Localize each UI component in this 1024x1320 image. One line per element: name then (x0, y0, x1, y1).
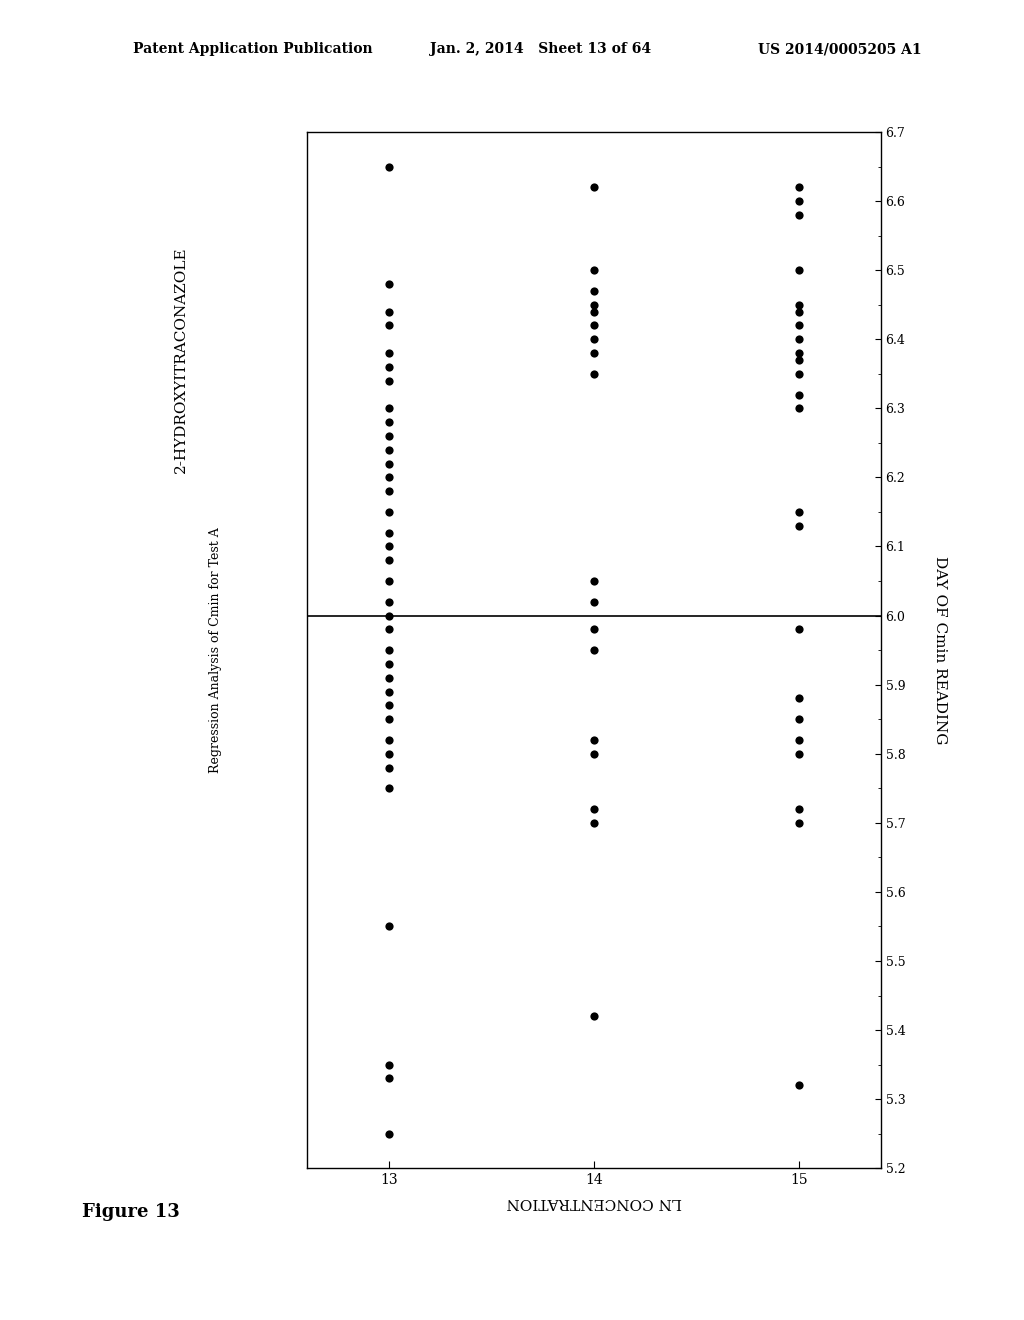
Point (791, 384, 807, 405)
Point (381, 730, 397, 751)
Point (381, 667, 397, 688)
Point (791, 205, 807, 226)
Point (381, 591, 397, 612)
Point (586, 301, 602, 322)
Point (586, 1006, 602, 1027)
Point (381, 467, 397, 488)
Point (381, 370, 397, 391)
Point (381, 356, 397, 378)
Point (586, 730, 602, 751)
Point (586, 315, 602, 337)
Point (381, 301, 397, 322)
Point (586, 329, 602, 350)
Point (381, 425, 397, 446)
Point (586, 294, 602, 315)
Point (791, 315, 807, 337)
Point (381, 681, 397, 702)
Point (791, 329, 807, 350)
Point (381, 619, 397, 640)
Y-axis label: DAY OF Cmin READING: DAY OF Cmin READING (933, 556, 947, 744)
Point (586, 619, 602, 640)
Point (381, 1068, 397, 1089)
X-axis label: LN CONCENTRATION: LN CONCENTRATION (506, 1196, 682, 1209)
Point (381, 536, 397, 557)
Point (381, 756, 397, 777)
Point (791, 1074, 807, 1096)
Point (791, 812, 807, 833)
Point (586, 799, 602, 820)
Point (586, 743, 602, 764)
Point (381, 480, 397, 502)
Point (586, 260, 602, 281)
Point (381, 412, 397, 433)
Point (381, 639, 397, 660)
Text: US 2014/0005205 A1: US 2014/0005205 A1 (758, 42, 922, 57)
Point (381, 453, 397, 474)
Point (791, 301, 807, 322)
Point (381, 342, 397, 363)
Point (791, 619, 807, 640)
Point (381, 315, 397, 337)
Point (381, 440, 397, 461)
Point (791, 363, 807, 384)
Point (791, 342, 807, 363)
Point (586, 639, 602, 660)
Point (791, 294, 807, 315)
Text: Jan. 2, 2014   Sheet 13 of 64: Jan. 2, 2014 Sheet 13 of 64 (430, 42, 651, 57)
Point (381, 694, 397, 715)
Point (791, 515, 807, 536)
Point (381, 777, 397, 799)
Point (381, 1123, 397, 1144)
Point (381, 605, 397, 626)
Point (586, 570, 602, 591)
Point (791, 350, 807, 371)
Point (791, 502, 807, 523)
Point (586, 591, 602, 612)
Point (381, 916, 397, 937)
Point (791, 709, 807, 730)
Point (791, 688, 807, 709)
Point (791, 730, 807, 751)
Point (381, 549, 397, 570)
Point (586, 363, 602, 384)
Point (381, 397, 397, 418)
Point (381, 653, 397, 675)
Point (586, 342, 602, 363)
Text: Patent Application Publication: Patent Application Publication (133, 42, 373, 57)
Point (791, 743, 807, 764)
Point (791, 190, 807, 211)
Point (791, 799, 807, 820)
Point (381, 273, 397, 294)
Point (381, 570, 397, 591)
Point (791, 177, 807, 198)
Text: Regression Analysis of Cmin for Test A: Regression Analysis of Cmin for Test A (209, 527, 222, 774)
Point (586, 177, 602, 198)
Text: Figure 13: Figure 13 (82, 1203, 179, 1221)
Text: 2-HYDROXYITRACONAZOLE: 2-HYDROXYITRACONAZOLE (174, 247, 188, 474)
Point (381, 523, 397, 544)
Point (586, 280, 602, 301)
Point (791, 397, 807, 418)
Point (381, 1055, 397, 1076)
Point (381, 502, 397, 523)
Point (586, 812, 602, 833)
Point (381, 156, 397, 177)
Point (381, 743, 397, 764)
Point (381, 709, 397, 730)
Point (791, 260, 807, 281)
